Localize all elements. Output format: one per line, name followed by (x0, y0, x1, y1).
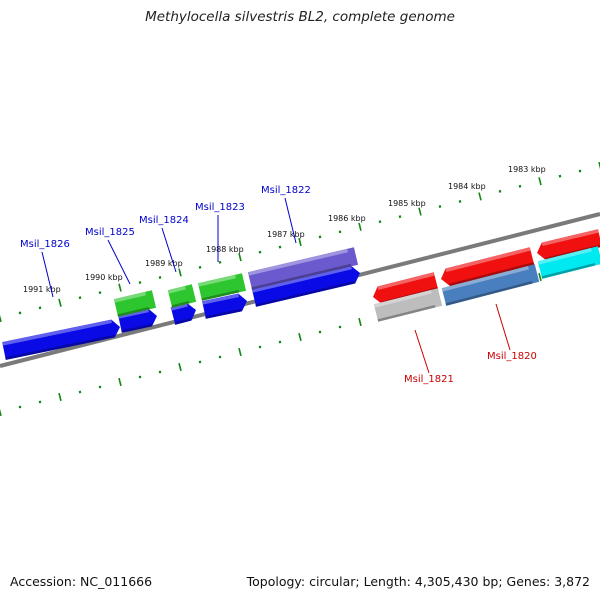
gene-label-msil-1820[interactable]: Msil_1820 (487, 351, 537, 362)
kbp-label-1987: 1987 kbp (267, 230, 305, 239)
inner-minor-tick (38, 400, 42, 404)
gene-block-green-1 (113, 290, 157, 317)
outer-minor-tick (578, 169, 582, 173)
gene-block-gray (373, 288, 443, 322)
leader-line-msil-1824 (161, 227, 177, 273)
gene-label-msil-1823[interactable]: Msil_1823 (195, 202, 245, 213)
gene-arrow-msil-1826 (2, 319, 120, 360)
inner-minor-tick (338, 325, 342, 329)
inner-major-tick (0, 408, 2, 417)
outer-major-tick (538, 177, 542, 186)
inner-minor-tick (138, 375, 142, 379)
outer-major-tick (58, 298, 62, 307)
gene-block-purple (247, 247, 359, 290)
outer-minor-tick (558, 174, 562, 178)
inner-minor-tick (18, 405, 22, 409)
gene-arrow-msil-1823 (202, 293, 248, 319)
leader-line-msil-1821 (414, 329, 430, 374)
inner-minor-tick (218, 355, 222, 359)
kbp-label-1991: 1991 kbp (23, 285, 61, 294)
inner-major-tick (238, 347, 242, 357)
gene-label-msil-1825[interactable]: Msil_1825 (85, 227, 135, 238)
outer-major-tick (358, 222, 362, 231)
inner-minor-tick (98, 385, 102, 389)
gene-arrow-msil-1824 (170, 303, 197, 325)
outer-minor-tick (98, 291, 102, 295)
outer-minor-tick (18, 311, 22, 315)
outer-minor-tick (498, 189, 502, 193)
outer-minor-tick (318, 235, 322, 239)
outer-minor-tick (378, 220, 382, 224)
gene-block-green-2 (167, 284, 197, 308)
gene-arrow-msil-1822 (251, 265, 361, 307)
gene-label-msil-1822[interactable]: Msil_1822 (261, 185, 311, 196)
outer-major-tick (298, 237, 302, 247)
kbp-label-1989: 1989 kbp (145, 259, 183, 268)
inner-major-tick (58, 392, 62, 402)
kbp-label-group: 1983 kbp 1984 kbp 1985 kbp 1986 kbp 1987 kbp… (23, 165, 546, 294)
inner-minor-tick (278, 340, 282, 344)
leader-line-msil-1820 (495, 303, 511, 351)
kbp-label-1986: 1986 kbp (328, 214, 366, 223)
gene-arrow-msil-1820 (441, 247, 535, 287)
kbp-label-1984: 1984 kbp (448, 182, 486, 191)
outer-major-tick (178, 268, 182, 277)
gene-block-green-3 (198, 273, 246, 301)
outer-major-tick (0, 314, 2, 323)
inner-major-tick (118, 377, 122, 387)
leader-line-msil-1822 (284, 197, 297, 244)
gene-label-group: Msil_1826 Msil_1825 Msil_1824 Msil_1823 Msil… (20, 185, 537, 385)
outer-minor-tick (138, 281, 142, 284)
outer-minor-tick (258, 250, 262, 254)
outer-minor-tick (458, 200, 462, 203)
outer-minor-tick (438, 205, 442, 208)
inner-minor-tick (198, 360, 202, 364)
leader-line-msil-1825 (107, 239, 131, 285)
gene-block-cyan (537, 246, 600, 279)
kbp-label-1985: 1985 kbp (388, 199, 426, 208)
gene-track (2, 229, 600, 360)
outer-minor-tick (398, 215, 402, 219)
inner-major-tick (178, 362, 182, 372)
outer-minor-tick (38, 306, 42, 310)
outer-tick-ring (0, 161, 600, 323)
inner-minor-tick (158, 370, 162, 374)
inner-minor-tick (318, 330, 322, 334)
outer-minor-tick (518, 184, 522, 188)
gene-block-steel (441, 264, 540, 306)
kbp-label-1990: 1990 kbp (85, 273, 123, 282)
genome-title: Methylocella silvestris BL2, complete ge… (145, 9, 455, 25)
gene-label-msil-1824[interactable]: Msil_1824 (139, 215, 189, 226)
inner-major-tick (358, 317, 362, 327)
label-leader-lines (41, 197, 511, 374)
outer-minor-tick (78, 296, 82, 300)
outer-minor-tick (218, 260, 222, 264)
gene-label-msil-1821[interactable]: Msil_1821 (404, 374, 454, 385)
outer-major-tick (418, 207, 422, 216)
topology-summary-text: Topology: circular; Length: 4,305,430 bp… (246, 574, 590, 589)
inner-minor-tick (78, 390, 82, 394)
outer-minor-tick (278, 245, 282, 249)
outer-minor-tick (338, 230, 342, 234)
inner-major-tick (298, 332, 302, 342)
outer-minor-tick (198, 265, 202, 269)
kbp-label-1988: 1988 kbp (206, 245, 244, 254)
accession-text: Accession: NC_011666 (10, 574, 153, 589)
inner-major-tick (538, 272, 542, 282)
gene-label-msil-1826[interactable]: Msil_1826 (20, 239, 70, 250)
outer-major-tick (238, 253, 242, 262)
leader-line-msil-1826 (41, 251, 54, 298)
outer-major-tick (478, 192, 482, 201)
outer-major-tick (598, 161, 600, 170)
kbp-label-1983: 1983 kbp (508, 165, 546, 174)
outer-major-tick (118, 283, 122, 292)
inner-minor-tick (258, 345, 262, 349)
outer-minor-tick (158, 276, 162, 279)
